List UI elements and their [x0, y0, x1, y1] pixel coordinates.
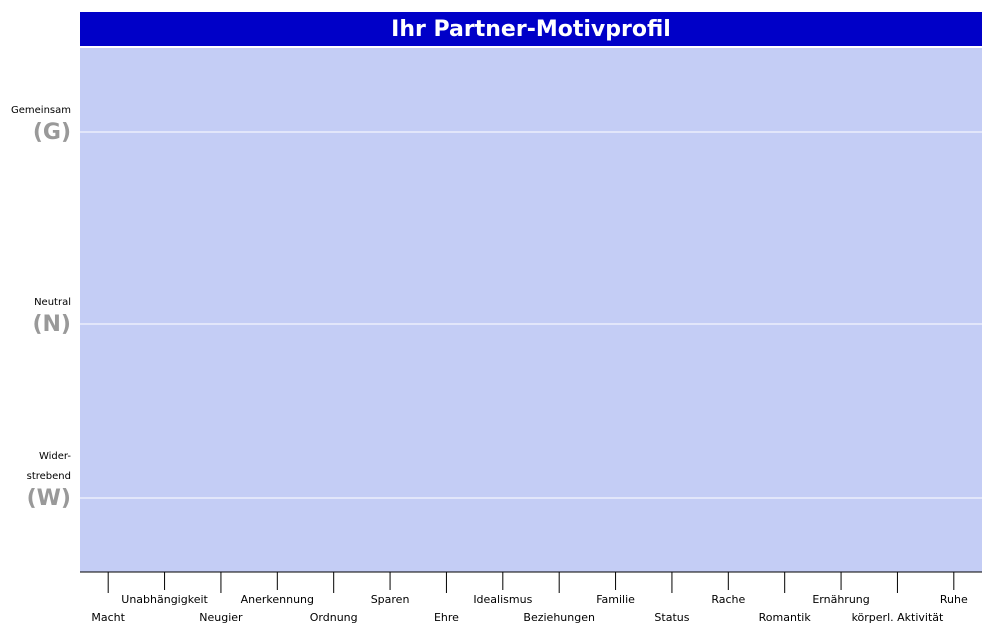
- level-label: strebend: [27, 471, 71, 482]
- title-bar: [80, 12, 982, 46]
- x-tick-label: Ordnung: [310, 611, 358, 624]
- level-code: (G): [33, 120, 71, 145]
- x-tick-label: Rache: [711, 593, 745, 606]
- chart-title: Ihr Partner-Motivprofil: [391, 17, 671, 42]
- plot-area: [80, 48, 982, 572]
- x-tick-label: Status: [654, 611, 689, 624]
- x-tick-label: körperl. Aktivität: [852, 611, 944, 624]
- x-tick-label: Idealismus: [473, 593, 532, 606]
- x-tick-label: Unabhängigkeit: [121, 593, 208, 606]
- x-tick-label: Romantik: [759, 611, 812, 624]
- x-tick-label: Familie: [596, 593, 635, 606]
- x-tick-label: Neugier: [199, 611, 243, 624]
- level-code: (N): [32, 312, 71, 337]
- level-label: Wider-: [39, 451, 71, 462]
- x-tick-label: Anerkennung: [241, 593, 314, 606]
- x-tick-label: Ruhe: [940, 593, 968, 606]
- level-label: Gemeinsam: [11, 105, 71, 116]
- x-tick-label: Beziehungen: [523, 611, 595, 624]
- level-code: (W): [27, 486, 71, 511]
- x-tick-label: Ernährung: [812, 593, 869, 606]
- level-label: Neutral: [34, 297, 71, 308]
- x-tick-label: Ehre: [434, 611, 459, 624]
- x-tick-label: Macht: [91, 611, 125, 624]
- x-tick-label: Sparen: [371, 593, 410, 606]
